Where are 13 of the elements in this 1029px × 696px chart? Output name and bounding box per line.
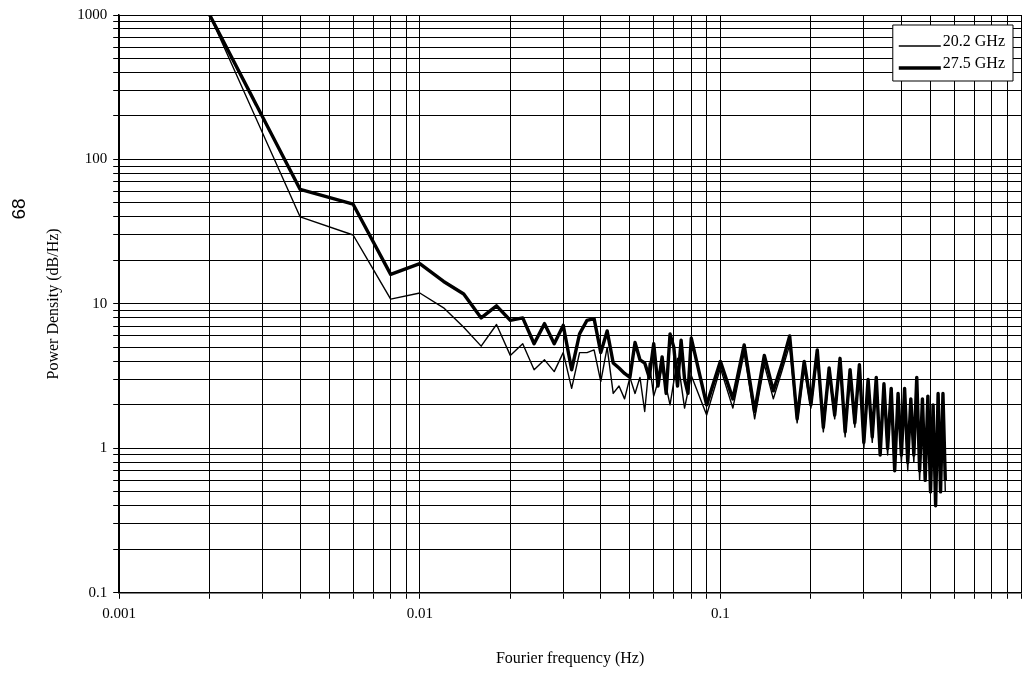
y-tick-label: 1: [99, 439, 108, 456]
y-tick-label: 10: [92, 294, 108, 311]
legend-label: 20.2 GHz: [942, 32, 1006, 50]
x-tick-label: 0.1: [711, 604, 730, 621]
x-tick-label: 0.001: [102, 604, 137, 621]
x-tick-label: 0.01: [406, 604, 433, 621]
y-tick-label: 0.1: [88, 583, 108, 600]
x-axis-title: Fourier frequency (Hz): [495, 648, 645, 667]
y-tick-label: 100: [84, 150, 108, 167]
text: 68: [8, 198, 30, 220]
legend-label: 27.5 GHz: [942, 54, 1006, 72]
y-tick-label: 1000: [77, 5, 108, 22]
y-axis-title: Power Density (dB/Hz): [43, 228, 62, 380]
